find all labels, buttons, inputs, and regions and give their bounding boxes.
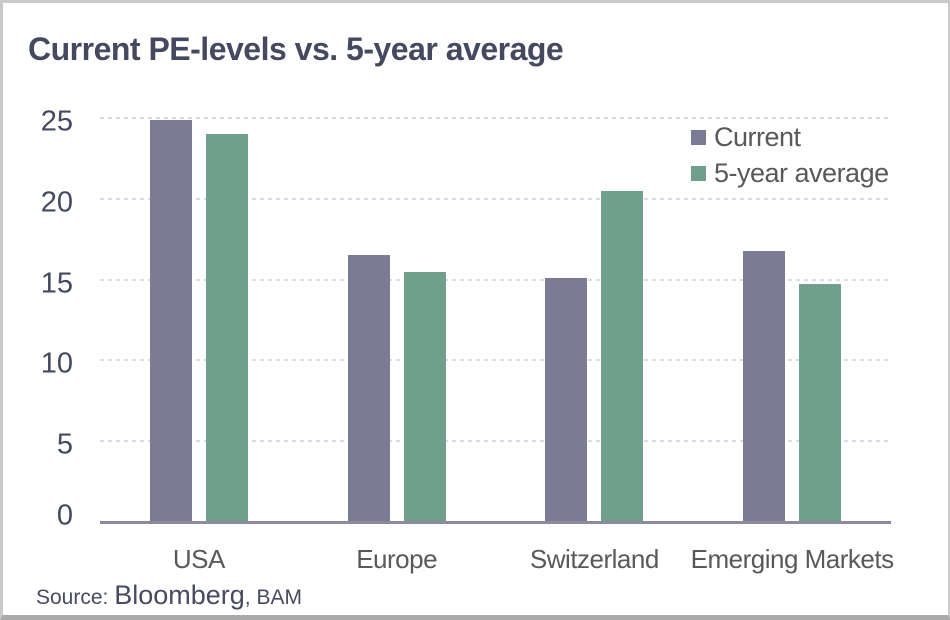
bar-current-europe	[347, 255, 390, 522]
source-line: Source: Bloomberg, BAM	[36, 580, 302, 611]
bar-current-switzerland	[545, 277, 588, 522]
x-axis-label-usa: USA	[172, 544, 225, 574]
bar-5-year-average-emerging-markets	[799, 284, 842, 522]
gridline-5	[100, 440, 891, 443]
source-prefix: Source:	[36, 586, 115, 609]
legend-label: Current	[714, 121, 801, 152]
legend-label: 5-year average	[714, 157, 889, 188]
y-axis-tick-15: 15	[40, 267, 73, 300]
plot-area: 0 5 10 15 20 25 USA Europe Switzerland Emerging M…	[3, 3, 948, 615]
y-axis-tick-20: 20	[40, 186, 73, 219]
gridline-15	[100, 278, 891, 281]
x-axis-label-switzerland: Switzerland	[529, 544, 659, 574]
bar-5-year-average-usa	[205, 134, 248, 522]
y-axis-tick-10: 10	[40, 347, 73, 380]
legend-swatch-icon	[691, 165, 706, 181]
legend-row-5-year-average: 5-year average	[691, 155, 889, 191]
chart-title: Current PE-levels vs. 5-year average	[28, 31, 564, 67]
gridline-20	[100, 197, 891, 200]
bar-current-emerging-markets	[743, 250, 786, 522]
y-axis-tick-0: 0	[56, 499, 73, 532]
source-suffix: , BAM	[244, 586, 302, 609]
legend: Current 5-year average	[691, 119, 889, 191]
legend-swatch-icon	[691, 129, 706, 145]
bar-current-usa	[149, 119, 192, 522]
x-axis-label-emerging-markets: Emerging Markets	[690, 544, 894, 574]
bar-5-year-average-europe	[403, 271, 446, 522]
legend-row-current: Current	[691, 119, 889, 155]
y-axis-tick-25: 25	[40, 105, 73, 138]
x-axis-label-europe: Europe	[356, 544, 438, 574]
gridline-10	[100, 359, 891, 362]
gridline-25	[100, 117, 891, 119]
bar-5-year-average-switzerland	[601, 190, 644, 522]
y-axis-tick-5: 5	[56, 428, 73, 461]
source-main: Bloomberg	[114, 580, 245, 610]
x-axis-line	[100, 521, 891, 524]
